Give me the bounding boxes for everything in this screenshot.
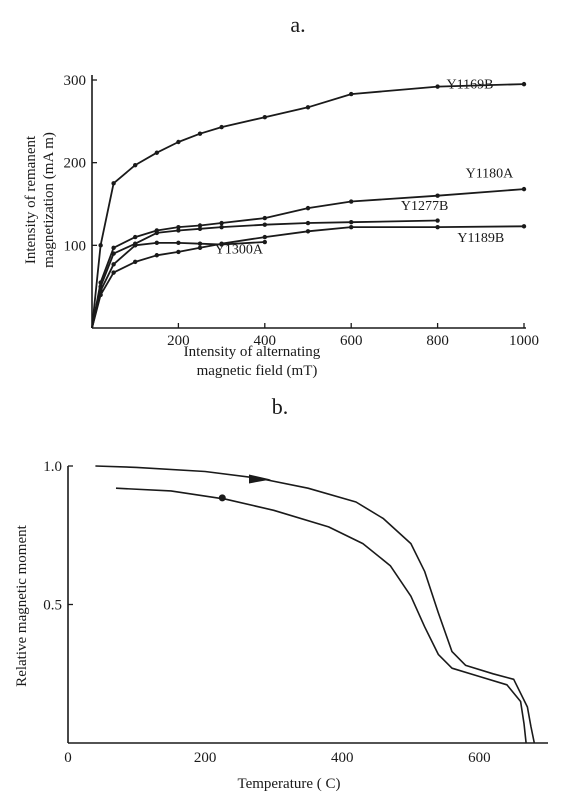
data-point-Y1169B	[98, 243, 103, 248]
data-point-Y1189B	[262, 234, 267, 240]
data-point-Y1169B	[176, 139, 181, 145]
data-point-Y1189B	[197, 245, 203, 251]
data-point-Y1277B	[349, 219, 354, 225]
data-point-Y1277B	[219, 224, 224, 230]
x-tick-label-a: 200	[167, 333, 190, 349]
data-point-Y1277B	[176, 228, 181, 233]
x-axis-label-a: Intensity of alternating	[184, 344, 321, 360]
x-tick-label-b: 0	[64, 750, 72, 766]
data-point-Y1169B	[197, 131, 203, 136]
data-point-Y1180A	[349, 199, 354, 204]
data-point-Y1277B	[111, 251, 116, 256]
data-point-Y1180A	[111, 245, 116, 251]
y-tick-label-a: 100	[64, 238, 87, 254]
data-point-Y1169B	[305, 105, 311, 110]
data-point-Y1300A	[176, 240, 181, 246]
heating-arrow	[249, 474, 271, 484]
chart-a: 100 200 300 200 400 600 800 1000 Intensity of al…	[23, 73, 539, 379]
series-label: Y1189B	[457, 231, 504, 246]
data-point-Y1180A	[219, 220, 224, 226]
data-point-Y1180A	[435, 193, 440, 198]
data-point-Y1300A	[197, 241, 203, 246]
data-point-Y1189B	[349, 224, 354, 230]
y-tick-label-b: 0.5	[43, 598, 62, 614]
x-tick-label-a: 800	[426, 333, 449, 349]
data-point-Y1180A	[521, 186, 527, 192]
data-point-Y1169B	[219, 124, 224, 130]
data-point-Y1277B	[197, 226, 203, 231]
data-point-Y1169B	[111, 181, 116, 186]
data-point-Y1169B	[154, 150, 159, 155]
data-point-Y1300A	[111, 262, 116, 267]
series-line-Y1277B	[91, 219, 438, 329]
x-tick-label-b: 200	[194, 750, 217, 766]
x-tick-label-b: 600	[468, 750, 491, 766]
data-point-Y1169B	[435, 84, 440, 89]
data-point-Y1189B	[435, 224, 440, 230]
x-tick-label-a: 400	[254, 333, 277, 349]
data-point-Y1277B	[305, 220, 311, 226]
data-point-Y1180A	[176, 224, 181, 230]
x-tick-label-a: 600	[340, 333, 363, 349]
data-point-Y1277B	[435, 218, 440, 223]
panel-a-label: a.	[290, 12, 305, 37]
y-axis-label-b: Relative magnetic moment	[14, 524, 30, 686]
cooling-marker	[218, 494, 226, 502]
data-point-Y1189B	[176, 249, 181, 255]
data-point-Y1169B	[262, 115, 267, 120]
series-label: Y1169B	[447, 77, 494, 92]
data-point-Y1300A	[262, 239, 267, 245]
y-tick-label-a: 300	[64, 73, 87, 89]
data-point-Y1180A	[305, 205, 311, 211]
y-axis-label-a: magnetization (mA m)	[41, 132, 57, 268]
data-point-Y1300A	[219, 242, 224, 247]
data-point-Y1169B	[521, 81, 527, 87]
data-point-Y1189B	[133, 259, 138, 265]
x-axis-label-b: Temperature ( C)	[237, 776, 340, 792]
x-axis-label-a: magnetic field (mT)	[197, 363, 318, 379]
data-point-Y1300A	[133, 243, 138, 248]
series-label: Y1300A	[215, 243, 264, 258]
curve-cooling	[115, 487, 527, 744]
data-point-Y1169B	[133, 162, 138, 168]
x-tick-label-a: 1000	[509, 333, 539, 349]
data-point-Y1189B	[111, 270, 116, 275]
panel-b-label: b.	[272, 394, 289, 419]
y-tick-label-a: 200	[64, 156, 87, 172]
data-point-Y1169B	[349, 91, 354, 97]
series-label: Y1277B	[401, 199, 448, 214]
data-point-Y1277B	[154, 230, 159, 236]
data-point-Y1189B	[521, 224, 527, 229]
chart-b: 0.5 1.0 0 200 400 600 Temperature ( C) Relative…	[14, 459, 548, 792]
y-axis-label-a: Intensity of remanent	[23, 135, 39, 264]
data-point-Y1277B	[262, 222, 267, 227]
data-point-Y1300A	[98, 288, 103, 293]
series-label: Y1180A	[466, 167, 515, 182]
data-point-Y1189B	[154, 253, 159, 258]
data-point-Y1180A	[197, 223, 203, 228]
curve-heating	[95, 465, 536, 744]
data-point-Y1180A	[262, 215, 267, 221]
data-point-Y1300A	[154, 240, 159, 246]
x-tick-label-b: 400	[331, 750, 354, 766]
y-tick-label-b: 1.0	[43, 459, 62, 475]
data-point-Y1180A	[133, 234, 138, 240]
data-point-Y1189B	[305, 229, 311, 234]
